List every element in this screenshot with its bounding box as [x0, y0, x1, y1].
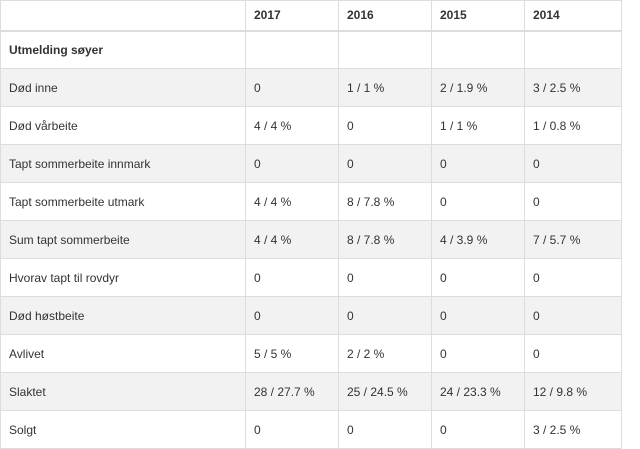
- ewe-outflow-table: 2017 2016 2015 2014 Utmelding søyer Død i…: [0, 0, 622, 449]
- row-value-2017: 4 / 4 %: [245, 220, 339, 259]
- table-row: Tapt sommerbeite innmark 0 0 0 0: [0, 144, 622, 183]
- row-label: Solgt: [0, 410, 246, 449]
- row-value-2017: 0: [245, 410, 339, 449]
- table-row: Avlivet 5 / 5 % 2 / 2 % 0 0: [0, 334, 622, 373]
- row-value-2016: 8 / 7.8 %: [338, 220, 432, 259]
- row-value-2015: 0: [431, 258, 525, 297]
- row-value-2015: 2 / 1.9 %: [431, 68, 525, 107]
- row-value-2017: 0: [245, 144, 339, 183]
- table-row: Død inne 0 1 / 1 % 2 / 1.9 % 3 / 2.5 %: [0, 68, 622, 107]
- row-value-2014: 1 / 0.8 %: [524, 106, 622, 145]
- row-value-2014: 0: [524, 144, 622, 183]
- row-value-2017: 0: [245, 258, 339, 297]
- row-value-2014: 3 / 2.5 %: [524, 68, 622, 107]
- table-section-row: Utmelding søyer: [0, 30, 622, 69]
- table-row: Tapt sommerbeite utmark 4 / 4 % 8 / 7.8 % 0…: [0, 182, 622, 221]
- table-row: Sum tapt sommerbeite 4 / 4 % 8 / 7.8 % 4 / …: [0, 220, 622, 259]
- row-value-2016: [338, 30, 432, 69]
- row-value-2014: 3 / 2.5 %: [524, 410, 622, 449]
- header-label-column: [0, 0, 246, 32]
- row-value-2014: 0: [524, 182, 622, 221]
- row-value-2015: 4 / 3.9 %: [431, 220, 525, 259]
- header-year-2017: 2017: [245, 0, 339, 32]
- row-value-2017: 4 / 4 %: [245, 182, 339, 221]
- row-value-2017: 0: [245, 296, 339, 335]
- row-label: Død høstbeite: [0, 296, 246, 335]
- row-label: Hvorav tapt til rovdyr: [0, 258, 246, 297]
- row-value-2015: 0: [431, 144, 525, 183]
- row-value-2017: 4 / 4 %: [245, 106, 339, 145]
- row-value-2014: 0: [524, 334, 622, 373]
- row-value-2014: 0: [524, 258, 622, 297]
- row-value-2015: 1 / 1 %: [431, 106, 525, 145]
- row-value-2015: 0: [431, 334, 525, 373]
- table-header-row: 2017 2016 2015 2014: [0, 0, 622, 32]
- row-value-2015: 0: [431, 182, 525, 221]
- row-value-2016: 8 / 7.8 %: [338, 182, 432, 221]
- row-value-2017: 5 / 5 %: [245, 334, 339, 373]
- row-value-2014: [524, 30, 622, 69]
- row-value-2015: [431, 30, 525, 69]
- row-value-2016: 1 / 1 %: [338, 68, 432, 107]
- row-label: Slaktet: [0, 372, 246, 411]
- table-row: Død høstbeite 0 0 0 0: [0, 296, 622, 335]
- header-year-2014: 2014: [524, 0, 622, 32]
- table-row: Hvorav tapt til rovdyr 0 0 0 0: [0, 258, 622, 297]
- row-value-2016: 0: [338, 296, 432, 335]
- row-value-2015: 24 / 23.3 %: [431, 372, 525, 411]
- row-value-2017: 0: [245, 68, 339, 107]
- row-value-2016: 2 / 2 %: [338, 334, 432, 373]
- row-value-2017: [245, 30, 339, 69]
- header-year-2016: 2016: [338, 0, 432, 32]
- row-label: Død inne: [0, 68, 246, 107]
- row-label: Tapt sommerbeite utmark: [0, 182, 246, 221]
- row-value-2014: 0: [524, 296, 622, 335]
- row-label: Tapt sommerbeite innmark: [0, 144, 246, 183]
- header-year-2015: 2015: [431, 0, 525, 32]
- table-row: Død vårbeite 4 / 4 % 0 1 / 1 % 1 / 0.8 %: [0, 106, 622, 145]
- row-label: Avlivet: [0, 334, 246, 373]
- row-value-2014: 12 / 9.8 %: [524, 372, 622, 411]
- row-value-2017: 28 / 27.7 %: [245, 372, 339, 411]
- row-value-2016: 0: [338, 106, 432, 145]
- row-value-2016: 25 / 24.5 %: [338, 372, 432, 411]
- row-value-2016: 0: [338, 410, 432, 449]
- row-value-2014: 7 / 5.7 %: [524, 220, 622, 259]
- row-label: Død vårbeite: [0, 106, 246, 145]
- row-label: Utmelding søyer: [0, 30, 246, 69]
- row-label: Sum tapt sommerbeite: [0, 220, 246, 259]
- table-row: Slaktet 28 / 27.7 % 25 / 24.5 % 24 / 23.3 %…: [0, 372, 622, 411]
- table-row: Solgt 0 0 0 3 / 2.5 %: [0, 410, 622, 449]
- row-value-2015: 0: [431, 296, 525, 335]
- row-value-2016: 0: [338, 258, 432, 297]
- table-body: Utmelding søyer Død inne 0 1 / 1 % 2 / 1.9 %…: [0, 30, 622, 449]
- row-value-2015: 0: [431, 410, 525, 449]
- row-value-2016: 0: [338, 144, 432, 183]
